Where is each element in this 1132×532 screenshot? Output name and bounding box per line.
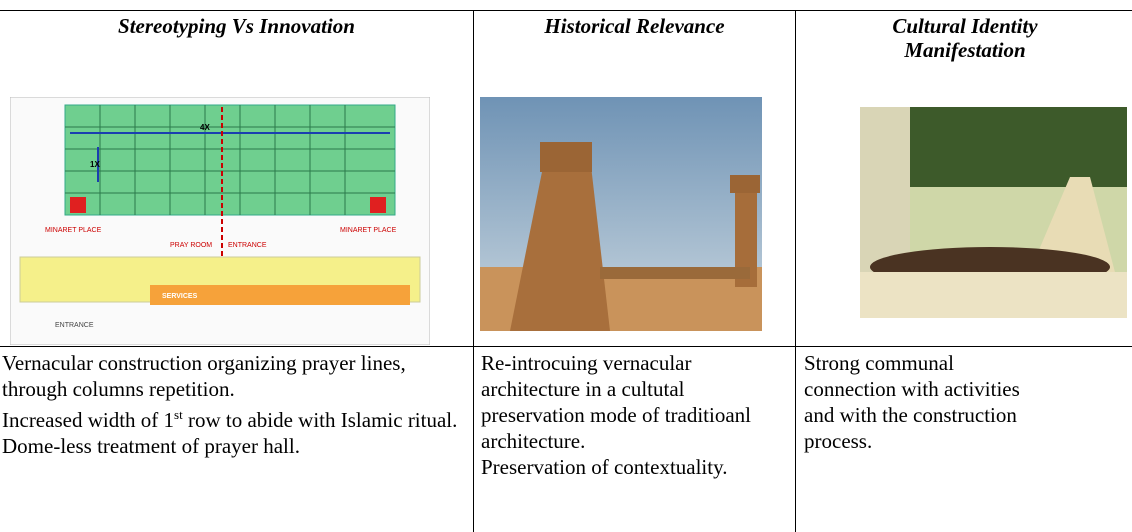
rule <box>473 10 474 532</box>
body-cell: Re-introcuing vernacular architecture in… <box>481 350 791 480</box>
header-cell: Historical Relevance <box>544 14 725 38</box>
superscript: st <box>174 407 183 422</box>
plan-label: ENTRANCE <box>55 322 94 329</box>
rule <box>0 10 1132 11</box>
text: row to abide with Islamic ritual. <box>187 408 458 432</box>
plan-label: 4X <box>200 123 210 132</box>
paragraph: Re-introcuing vernacular architecture in… <box>481 351 751 453</box>
paragraph: Vernacular construction organizing praye… <box>2 351 406 401</box>
people-photo <box>860 107 1127 318</box>
rule <box>795 10 796 532</box>
floor-plan: 4X 1X MINARET PLACE MINARET PLACE PRAY R… <box>10 97 430 345</box>
paragraph: Preservation of contextuality. <box>481 455 728 479</box>
plan-label: 1X <box>90 160 100 169</box>
text: Increased width of 1 <box>2 408 175 432</box>
body-cell: Strong communal connection with activiti… <box>804 350 1044 454</box>
plan-label: ENTRANCE <box>228 242 267 249</box>
plan-label: MINARET PLACE <box>340 227 397 234</box>
header-cell: Stereotyping Vs Innovation <box>118 14 355 38</box>
mosque-photo <box>480 97 762 331</box>
plan-label: PRAY ROOM <box>170 242 212 249</box>
header-cell: Cultural Identity Manifestation <box>892 14 1038 62</box>
plan-label: SERVICES <box>162 293 198 300</box>
rule <box>0 346 1132 347</box>
plan-label: MINARET PLACE <box>45 227 102 234</box>
body-cell: Vernacular construction organizing praye… <box>2 350 467 459</box>
paragraph: Dome-less treatment of prayer hall. <box>2 434 300 458</box>
paragraph: Increased width of 1st row to abide with… <box>2 402 467 433</box>
paragraph: Strong communal connection with activiti… <box>804 351 1020 453</box>
